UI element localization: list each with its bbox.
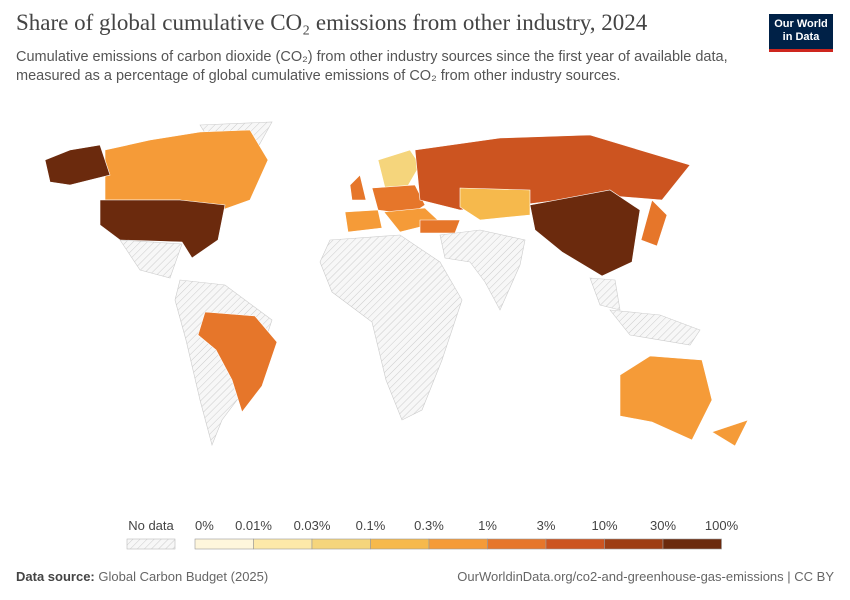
legend-no-data-label: No data: [128, 518, 174, 533]
country[interactable]: [419, 219, 461, 234]
legend-label: 10%: [591, 518, 617, 533]
source: Global Carbon Budget (2025): [98, 569, 269, 584]
country[interactable]: [319, 234, 463, 421]
logo-text[interactable]: Our World: [774, 18, 828, 30]
legend-swatch: [545, 538, 605, 550]
country[interactable]: [197, 311, 278, 413]
legend-swatch: [487, 538, 547, 550]
legend-swatch: [194, 538, 254, 550]
legend-label: 100%: [705, 518, 739, 533]
country[interactable]: [619, 355, 713, 441]
legend-swatch: [604, 538, 664, 550]
country[interactable]: [589, 277, 621, 311]
legend-label: 0%: [195, 518, 214, 533]
legend-swatch: [253, 538, 313, 550]
country[interactable]: [609, 309, 701, 346]
country[interactable]: [529, 189, 641, 277]
country[interactable]: [119, 239, 183, 279]
legend-label: 0.03%: [294, 518, 331, 533]
footer-source: Data source: Global Carbon Budget (2025): [16, 569, 268, 584]
legend: No data 0% 0.01% 0.03% 0.1% 0.3% 1% 3% 10% 30% 100…: [126, 518, 739, 550]
legend-label: 0.3%: [414, 518, 444, 533]
country[interactable]: [44, 144, 111, 186]
legend-label: 0.01%: [235, 518, 272, 533]
legend-swatch: [662, 538, 722, 550]
legend-swatch: [311, 538, 371, 550]
country[interactable]: [459, 187, 531, 221]
country[interactable]: [99, 199, 226, 259]
legend-swatch: [428, 538, 488, 550]
country[interactable]: [711, 419, 749, 447]
subtitle: Cumulative emissions of carbon dioxide (…: [16, 49, 728, 84]
legend-no-data-swatch: [126, 538, 176, 550]
country[interactable]: [349, 174, 367, 201]
legend-swatch: [370, 538, 430, 550]
source-label: Data source:: [16, 569, 95, 584]
logo[interactable]: Our World in Data: [769, 14, 833, 52]
country[interactable]: [344, 209, 383, 233]
country[interactable]: [104, 129, 269, 211]
footer-url[interactable]: OurWorldinData.org/co2-and-greenhouse-ga…: [457, 569, 834, 584]
legend-label: 0.1%: [356, 518, 386, 533]
legend-label: 3%: [537, 518, 556, 533]
legend-label: 1%: [478, 518, 497, 533]
country[interactable]: [377, 149, 421, 197]
country[interactable]: [640, 199, 668, 247]
legend-label: 30%: [650, 518, 676, 533]
logo-text[interactable]: in Data: [782, 31, 820, 43]
country[interactable]: [414, 134, 691, 211]
title: Share of global cumulative CO₂ emissions…: [16, 10, 648, 35]
country[interactable]: [439, 229, 526, 311]
countries: [44, 121, 749, 447]
